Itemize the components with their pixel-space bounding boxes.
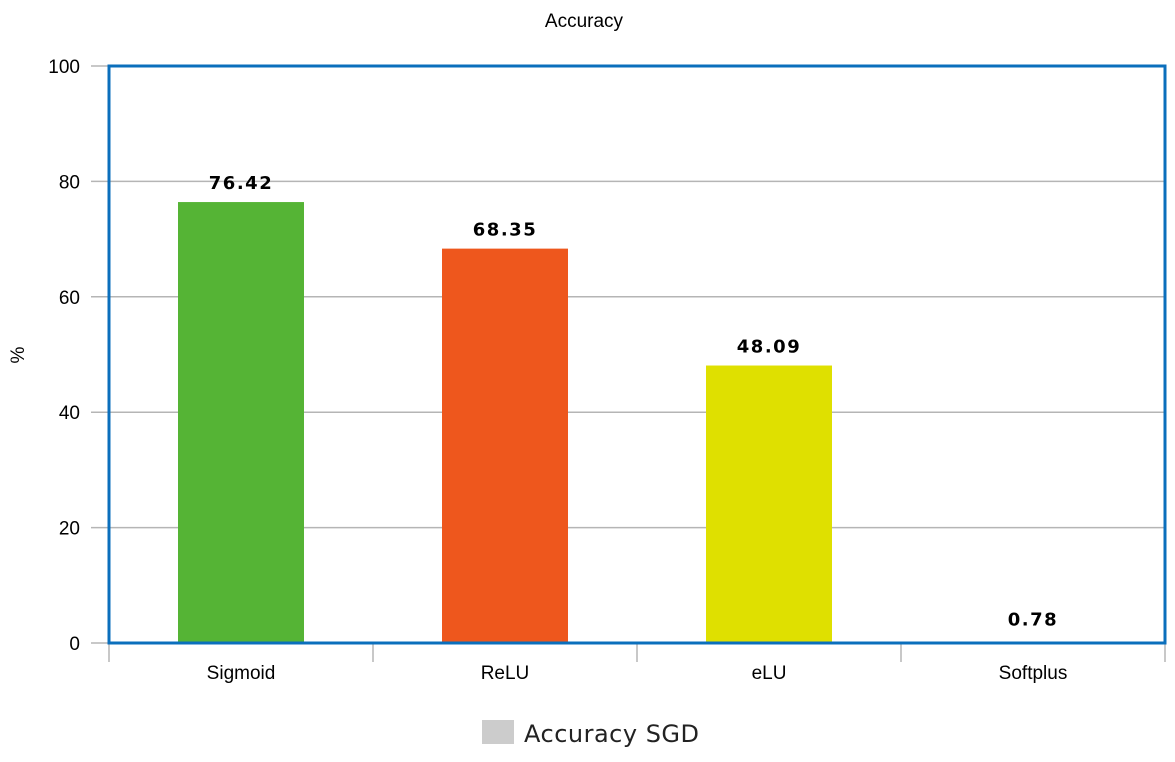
- data-label: 68.35: [473, 220, 537, 241]
- x-tick-label: eLU: [752, 663, 787, 684]
- legend-label: Accuracy SGD: [524, 720, 700, 748]
- y-tick-label: 80: [59, 172, 80, 193]
- bar-relu[interactable]: [442, 248, 568, 644]
- y-tick-label: 0: [69, 634, 80, 655]
- legend[interactable]: Accuracy SGD: [482, 720, 700, 748]
- plot-frame: [107, 64, 1167, 645]
- chart-title: Accuracy: [545, 11, 624, 32]
- bars: [178, 202, 1096, 644]
- y-tick-label: 40: [59, 403, 80, 424]
- x-tick-label: ReLU: [481, 663, 530, 684]
- legend-swatch: [482, 720, 514, 744]
- x-axis: Sigmoid ReLU eLU Softplus: [108, 643, 1166, 684]
- y-tick-label: 60: [59, 288, 80, 309]
- y-tick-label: 20: [59, 519, 80, 540]
- y-axis-label: %: [8, 346, 29, 363]
- bar-sigmoid[interactable]: [178, 202, 304, 644]
- y-axis-ticks: 0 20 40 60 80 100: [48, 57, 109, 655]
- data-label: 48.09: [737, 337, 801, 358]
- x-tick-label: Softplus: [999, 663, 1068, 684]
- bar-elu[interactable]: [706, 365, 832, 643]
- x-tick-label: Sigmoid: [207, 663, 276, 684]
- data-label: 0.78: [1008, 609, 1058, 630]
- data-labels: 76.42 68.35 48.09 0.78: [209, 173, 1058, 630]
- y-tick-label: 100: [48, 57, 80, 78]
- bar-softplus[interactable]: [970, 638, 1096, 643]
- data-label: 76.42: [209, 173, 273, 194]
